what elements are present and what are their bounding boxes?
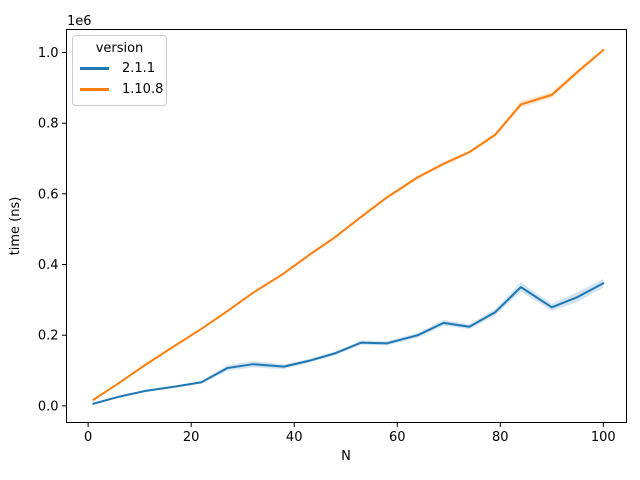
x-axis-label: N bbox=[341, 449, 351, 464]
plot-generated-content: 0 20 40 60 80 100 0.0 0.2 0.4 0.6 0.8 1.0 bbox=[38, 29, 627, 445]
legend-title: version bbox=[95, 41, 144, 56]
y-tick-label: 0.2 bbox=[38, 329, 59, 344]
legend-entry-label: 2.1.1 bbox=[122, 61, 156, 76]
y-axis-label: time (ns) bbox=[8, 197, 23, 256]
x-tick-label: 100 bbox=[591, 430, 616, 445]
y-tick-label: 0.0 bbox=[38, 399, 59, 414]
y-tick-label: 0.4 bbox=[38, 258, 59, 273]
legend-line-swatch bbox=[80, 67, 109, 70]
legend-entry: 2.1.1 bbox=[79, 58, 160, 79]
series-line-2.1.1 bbox=[92, 282, 605, 405]
series-line-1.10.8 bbox=[92, 49, 605, 401]
x-tick-label: 60 bbox=[389, 430, 406, 445]
legend-entry-label: 1.10.8 bbox=[122, 82, 164, 97]
legend-entry: 1.10.8 bbox=[79, 79, 164, 100]
y-tick-label: 0.8 bbox=[38, 117, 59, 132]
x-tick-label: 0 bbox=[84, 430, 92, 445]
y-axis-offset-text: 1e6 bbox=[67, 14, 92, 29]
axes-spines bbox=[66, 29, 627, 423]
y-tick-label: 0.6 bbox=[38, 187, 59, 202]
y-tick-label: 1.0 bbox=[38, 46, 59, 61]
legend-line-swatch bbox=[80, 88, 109, 91]
x-tick-label: 40 bbox=[286, 430, 303, 445]
x-tick-label: 20 bbox=[183, 430, 200, 445]
x-tick-label: 80 bbox=[492, 430, 509, 445]
confidence-band bbox=[93, 279, 604, 405]
legend: version 2.1.1 1.10.8 bbox=[72, 35, 167, 106]
